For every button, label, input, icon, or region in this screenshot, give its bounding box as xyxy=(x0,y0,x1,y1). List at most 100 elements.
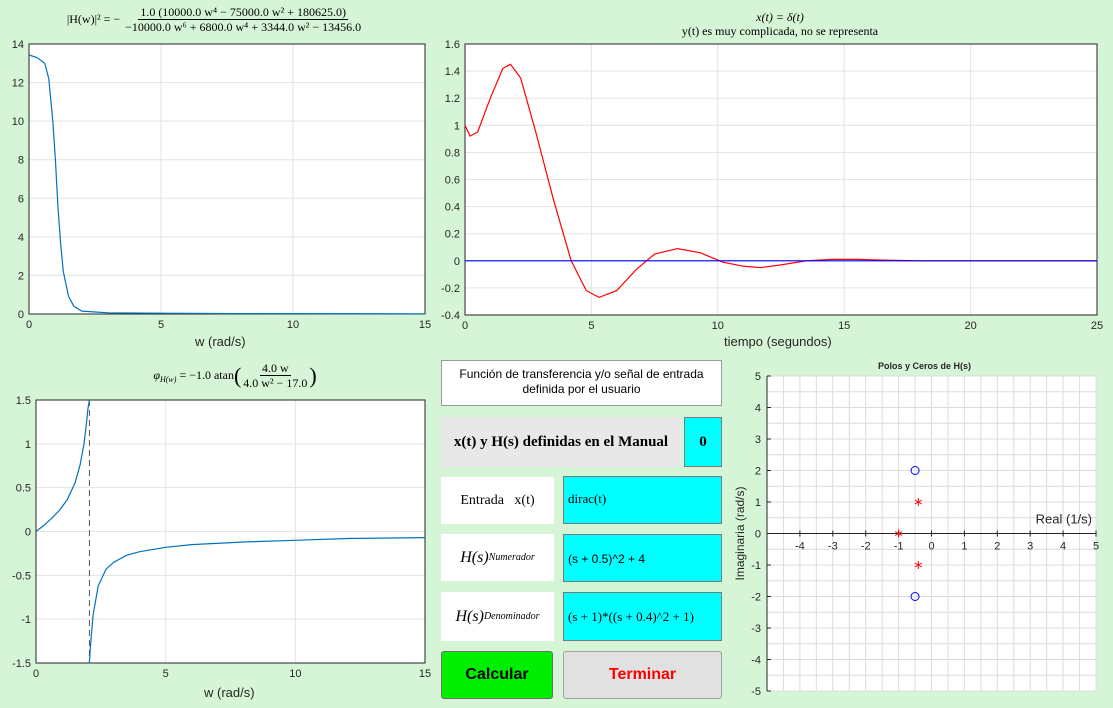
manual-value-field[interactable]: 0 xyxy=(684,417,722,467)
phase-plot: 0 5 10 15 -1.5 -1 -0.5 0 0.5 1 1.5 xyxy=(12,395,431,680)
magnitude-ytick-label: 12 xyxy=(12,78,24,90)
manual-value: 0 xyxy=(699,433,707,450)
poles-xtick-label: 4 xyxy=(1060,541,1066,553)
magnitude-ytick-label: 6 xyxy=(18,193,24,205)
magnitude-ytick-label: 10 xyxy=(12,116,24,128)
magnitude-ytick-label: 8 xyxy=(18,155,24,167)
time-title-line2: y(t) es muy complicada, no se representa xyxy=(681,24,879,38)
numerator-field[interactable]: (s + 0.5)^2 + 4 xyxy=(563,534,722,582)
magnitude-xtick-label: 10 xyxy=(287,319,299,331)
magnitude-xtick-label: 5 xyxy=(158,319,164,331)
phase-ytick-label: -1.5 xyxy=(12,658,31,670)
poles-xtick-label: 5 xyxy=(1093,541,1099,553)
time-ytick-label: 1 xyxy=(454,120,460,132)
poles-xtick-label: -2 xyxy=(861,541,871,553)
poles-xtick-label: 0 xyxy=(928,541,934,553)
time-ytick-label: 0 xyxy=(454,256,460,268)
phase-ytick-label: -0.5 xyxy=(12,570,31,582)
poles-ytick-label: -5 xyxy=(751,686,761,698)
denominator-label-sub: Denominador xyxy=(483,611,540,622)
phase-xtick-label: 15 xyxy=(419,668,431,680)
time-title-line1: x(t) = δ(t) xyxy=(756,10,804,24)
magnitude-xlabel: w (rad/s) xyxy=(195,334,246,349)
phase-xtick-label: 0 xyxy=(33,668,39,680)
poles-xtick-label: 1 xyxy=(961,541,967,553)
pole-marker xyxy=(894,529,903,538)
time-xtick-label: 5 xyxy=(588,320,594,332)
time-xtick-label: 10 xyxy=(712,320,724,332)
calcular-button[interactable]: Calcular xyxy=(441,651,553,699)
denominator-label-main: H(s) xyxy=(455,607,484,625)
numerator-label-main: H(s) xyxy=(460,548,489,566)
phase-xlabel: w (rad/s) xyxy=(204,685,255,700)
time-xtick-label: 25 xyxy=(1091,320,1103,332)
calcular-button-label: Calcular xyxy=(465,666,529,683)
phase-xtick-label: 5 xyxy=(163,668,169,680)
poles-ytick-label: -3 xyxy=(751,623,761,635)
phase-ytick-label: 0.5 xyxy=(16,483,31,495)
time-ytick-label: 0.6 xyxy=(445,175,460,187)
zero-marker xyxy=(910,466,920,475)
input-signal-field[interactable]: dirac(t) xyxy=(563,476,722,524)
time-ytick-label: -0.4 xyxy=(441,310,460,322)
phase-series-line-1 xyxy=(88,537,426,664)
magnitude-formula-numerator: 1.0 (10000.0 w⁴ − 75000.0 w² + 180625.0) xyxy=(138,5,348,20)
phase-formula-sub: H(w) xyxy=(159,375,177,385)
magnitude-ytick-label: 4 xyxy=(18,232,24,244)
magnitude-formula: |H(w)|² = − 1.0 (10000.0 w⁴ − 75000.0 w²… xyxy=(30,5,400,35)
poles-zeros-plot: -4 -3 -2 -1 0 1 2 3 4 5 -5 -4 -3 -2 -1 0 1 2 3 4 5 Real (1/s)… xyxy=(733,371,1099,698)
time-xtick-label: 20 xyxy=(964,320,976,332)
poles-ytick-label: -2 xyxy=(751,592,761,604)
magnitude-formula-fraction: 1.0 (10000.0 w⁴ − 75000.0 w² + 180625.0)… xyxy=(123,5,363,35)
poles-xtick-label: 2 xyxy=(994,541,1000,553)
magnitude-ytick-label: 14 xyxy=(12,39,24,51)
time-ytick-label: 1.4 xyxy=(445,66,460,78)
phase-ytick-label: 0 xyxy=(25,527,31,539)
poles-ytick-label: 4 xyxy=(755,403,761,415)
tf-panel-title: Función de transferencia y/o señal de en… xyxy=(441,360,722,406)
terminar-button[interactable]: Terminar xyxy=(563,651,722,699)
magnitude-xtick-label: 15 xyxy=(419,319,431,331)
poles-ytick-label: -1 xyxy=(751,560,761,572)
poles-title: Polos y Ceros de H(s) xyxy=(878,361,972,371)
phase-formula-phi: φ xyxy=(153,367,160,382)
poles-ytick-label: 3 xyxy=(755,434,761,446)
time-axes-frame xyxy=(464,43,1098,316)
time-ytick-label: 0.2 xyxy=(445,229,460,241)
terminar-button-label: Terminar xyxy=(608,666,677,683)
magnitude-axes-bg xyxy=(29,44,425,314)
time-series-line-0 xyxy=(464,63,1097,299)
magnitude-series-line-0 xyxy=(28,54,426,315)
phase-ytick-label: 1.5 xyxy=(16,395,31,407)
phase-ytick-label: -1 xyxy=(21,614,31,626)
poles-ytick-label: 5 xyxy=(755,371,761,383)
phase-xtick-label: 10 xyxy=(289,668,301,680)
poles-xtick-label: -3 xyxy=(828,541,838,553)
poles-xtick-label: -4 xyxy=(795,541,805,553)
time-xlabel: tiempo (segundos) xyxy=(724,334,832,349)
poles-ytick-label: -4 xyxy=(751,655,761,667)
phase-formula-mid: = −1.0 atan xyxy=(176,367,234,382)
denominator-label: H(s) Denominador xyxy=(441,592,554,641)
phase-ytick-label: 1 xyxy=(25,439,31,451)
time-ytick-label: 1.6 xyxy=(445,39,460,51)
phase-series-line-0 xyxy=(35,399,90,532)
time-xtick-label: 0 xyxy=(462,320,468,332)
input-label: Entrada x(t) xyxy=(441,477,554,524)
poles-xtick-label: -1 xyxy=(894,541,904,553)
phase-formula: φH(w) = −1.0 atan(4.0 w 4.0 w² − 17.0) xyxy=(153,361,317,391)
time-ytick-label: -0.2 xyxy=(441,283,460,295)
denominator-field[interactable]: (s + 1)*((s + 0.4)^2 + 1) xyxy=(563,592,722,641)
magnitude-xtick-label: 0 xyxy=(26,319,32,331)
zero-marker xyxy=(910,592,920,601)
poles-ytick-label: 1 xyxy=(755,497,761,509)
manual-label: x(t) y H(s) definidas en el Manual xyxy=(441,417,681,467)
phase-formula-denominator: 4.0 w² − 17.0 xyxy=(243,376,308,390)
magnitude-formula-lhs: |H(w)|² = − xyxy=(66,11,121,26)
poles-xtick-label: 3 xyxy=(1027,541,1033,553)
poles-ytick-label: 0 xyxy=(755,529,761,541)
time-xtick-label: 15 xyxy=(838,320,850,332)
time-response-plot: 0 5 10 15 20 25 -0.4 -0.2 0 0.2 0.4 0.6 0.8 1 1.2 1.4 1.… xyxy=(441,39,1103,332)
poles-ytick-label: 2 xyxy=(755,466,761,478)
phase-formula-numerator: 4.0 w xyxy=(259,361,291,376)
